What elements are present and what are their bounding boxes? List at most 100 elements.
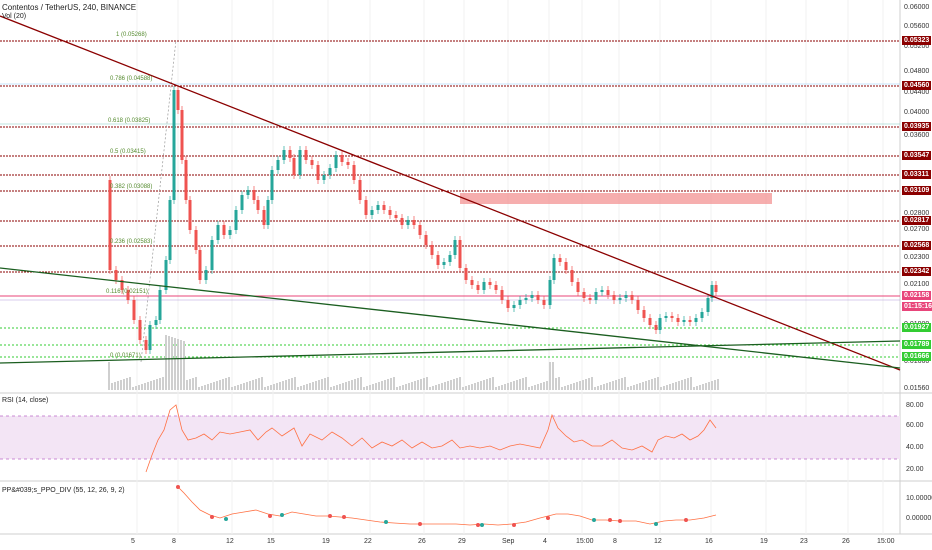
candle-body[interactable]	[688, 320, 692, 322]
candle-body[interactable]	[154, 320, 158, 325]
candle-body[interactable]	[158, 290, 162, 320]
candle-body[interactable]	[570, 270, 574, 282]
candle-body[interactable]	[328, 168, 332, 175]
candle-body[interactable]	[664, 316, 668, 318]
candle-body[interactable]	[164, 260, 168, 290]
candle-body[interactable]	[658, 318, 662, 330]
candle-body[interactable]	[400, 218, 404, 225]
candle-body[interactable]	[494, 285, 498, 290]
candle-body[interactable]	[442, 262, 446, 265]
candle-body[interactable]	[524, 298, 528, 300]
candle-body[interactable]	[714, 285, 718, 292]
candle-body[interactable]	[246, 190, 250, 195]
rsi-title[interactable]: RSI (14, close)	[2, 397, 49, 404]
candle-body[interactable]	[358, 180, 362, 200]
candle-body[interactable]	[676, 318, 680, 322]
candle-body[interactable]	[706, 298, 710, 312]
candle-body[interactable]	[412, 220, 416, 225]
candle-body[interactable]	[654, 325, 658, 330]
candle-body[interactable]	[436, 255, 440, 265]
ascending-support-trendline[interactable]	[0, 340, 901, 364]
candle-body[interactable]	[114, 270, 118, 280]
candle-body[interactable]	[382, 205, 386, 210]
candle-body[interactable]	[108, 180, 112, 270]
candle-body[interactable]	[234, 210, 238, 230]
candle-body[interactable]	[132, 300, 136, 320]
ppo-pane[interactable]	[0, 482, 900, 534]
candle-body[interactable]	[204, 270, 208, 280]
candle-body[interactable]	[394, 215, 398, 218]
candle-body[interactable]	[594, 292, 598, 300]
candle-body[interactable]	[346, 162, 350, 165]
candle-body[interactable]	[612, 295, 616, 300]
candle-body[interactable]	[700, 312, 704, 318]
candle-body[interactable]	[148, 325, 152, 350]
candle-body[interactable]	[216, 225, 220, 240]
candle-body[interactable]	[266, 200, 270, 225]
volume-indicator-title[interactable]: Vol (20)	[2, 13, 27, 20]
candle-body[interactable]	[198, 250, 202, 280]
candle-body[interactable]	[464, 268, 468, 280]
candle-body[interactable]	[340, 155, 344, 162]
candle-body[interactable]	[682, 320, 686, 322]
candle-body[interactable]	[624, 295, 628, 298]
candle-body[interactable]	[252, 190, 256, 200]
candle-body[interactable]	[642, 310, 646, 318]
candle-body[interactable]	[270, 170, 274, 200]
candle-body[interactable]	[548, 280, 552, 305]
candle-body[interactable]	[138, 320, 142, 340]
candle-body[interactable]	[564, 262, 568, 270]
candle-body[interactable]	[370, 210, 374, 215]
candle-body[interactable]	[552, 258, 556, 280]
candle-body[interactable]	[630, 295, 634, 300]
candle-body[interactable]	[588, 298, 592, 300]
candle-body[interactable]	[276, 160, 280, 170]
candle-body[interactable]	[180, 110, 184, 160]
candle-body[interactable]	[144, 340, 148, 350]
candle-body[interactable]	[424, 235, 428, 245]
candle-body[interactable]	[376, 205, 380, 210]
candle-body[interactable]	[453, 240, 457, 255]
candle-body[interactable]	[606, 290, 610, 295]
lower-wedge-trendline[interactable]	[0, 267, 901, 369]
candle-body[interactable]	[406, 220, 410, 225]
candle-body[interactable]	[176, 90, 180, 110]
candle-body[interactable]	[542, 300, 546, 305]
candle-body[interactable]	[512, 305, 516, 308]
candle-body[interactable]	[558, 258, 562, 262]
symbol-title[interactable]: Contentos / TetherUS, 240, BINANCE	[2, 3, 137, 12]
candle-body[interactable]	[322, 175, 326, 180]
descending-trendline[interactable]	[0, 15, 901, 371]
candle-body[interactable]	[304, 150, 308, 160]
candle-body[interactable]	[648, 318, 652, 325]
ppo-title[interactable]: PP&#039;s_PPO_DIV (55, 12, 26, 9, 2)	[2, 487, 125, 494]
candle-body[interactable]	[168, 200, 172, 260]
candle-body[interactable]	[506, 300, 510, 308]
candle-body[interactable]	[262, 210, 266, 225]
candle-body[interactable]	[458, 240, 462, 268]
candle-body[interactable]	[470, 280, 474, 285]
candle-body[interactable]	[120, 280, 124, 290]
candle-body[interactable]	[488, 282, 492, 285]
candle-body[interactable]	[576, 282, 580, 292]
candle-body[interactable]	[310, 160, 314, 165]
candle-body[interactable]	[670, 316, 674, 318]
candle-body[interactable]	[172, 90, 176, 200]
resistance-zone[interactable]	[460, 193, 772, 204]
candle-body[interactable]	[316, 165, 320, 180]
candle-body[interactable]	[210, 240, 214, 270]
candle-body[interactable]	[388, 210, 392, 215]
candle-body[interactable]	[228, 230, 232, 235]
candle-body[interactable]	[482, 282, 486, 290]
candle-body[interactable]	[126, 290, 130, 300]
candle-body[interactable]	[518, 300, 522, 305]
candle-body[interactable]	[288, 150, 292, 158]
candle-body[interactable]	[500, 290, 504, 300]
candle-body[interactable]	[222, 225, 226, 235]
candle-body[interactable]	[282, 150, 286, 160]
candle-body[interactable]	[476, 285, 480, 290]
candle-body[interactable]	[618, 298, 622, 300]
candle-body[interactable]	[430, 245, 434, 255]
candle-body[interactable]	[292, 158, 296, 175]
